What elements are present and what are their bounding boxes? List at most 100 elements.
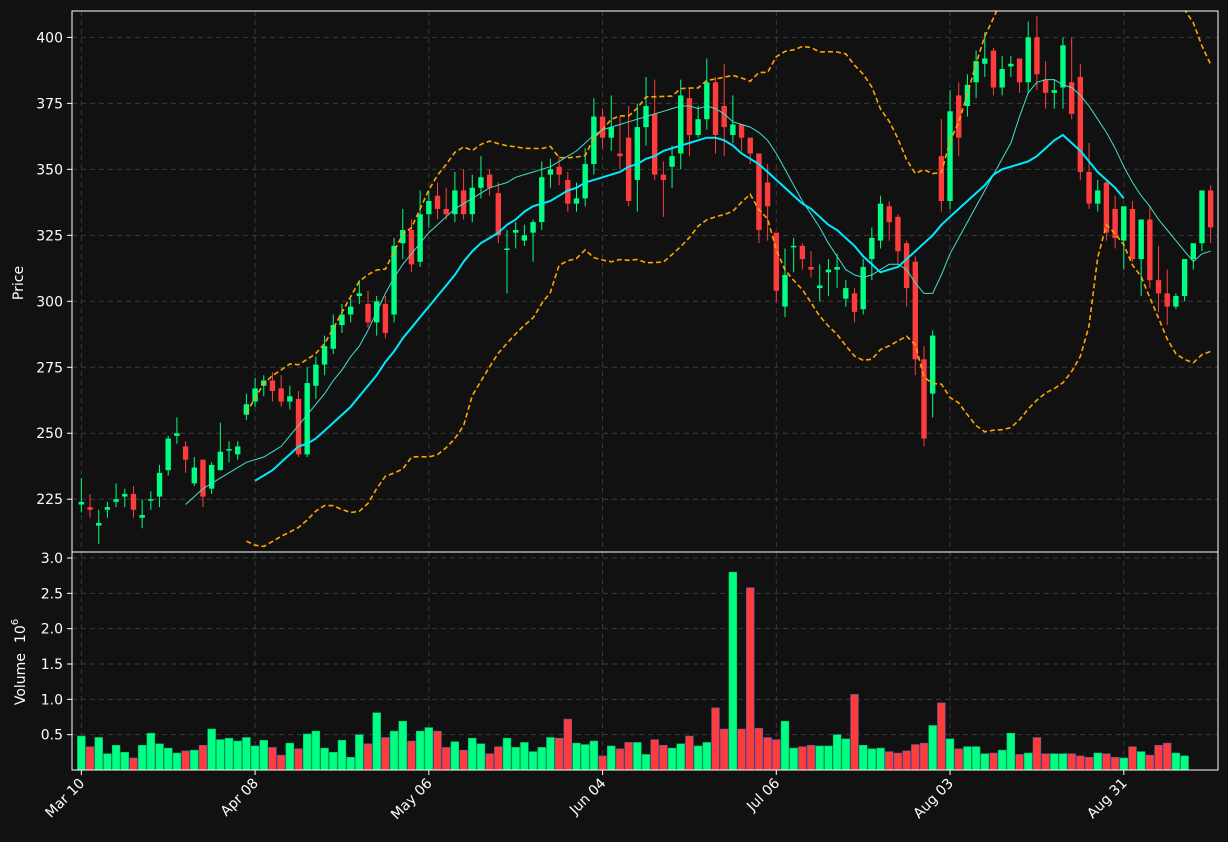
candle-body (130, 493, 137, 510)
candle-body (165, 438, 171, 471)
candle-body (1068, 82, 1075, 114)
candle-body (990, 50, 997, 88)
volume-tick-label: 1.5 (41, 657, 63, 673)
candle-body (547, 169, 554, 175)
volume-bar (111, 744, 121, 770)
candle-body (895, 216, 901, 252)
volume-bar (346, 756, 355, 770)
volume-bar (103, 753, 112, 770)
volume-bar (850, 694, 859, 770)
candle-body (834, 266, 840, 270)
candle-body (608, 127, 614, 138)
volume-bar (1058, 753, 1068, 770)
volume-bar (372, 712, 381, 770)
candle-body (686, 98, 693, 136)
candle-body (599, 116, 606, 138)
candle-body (87, 507, 93, 510)
volume-bar (1163, 742, 1172, 770)
volume-bar (589, 740, 599, 770)
volume-bar (276, 754, 286, 770)
candle-body (269, 380, 276, 392)
volume-bar (1050, 753, 1059, 770)
bollinger-lower-line (246, 193, 1211, 548)
candle-body (1103, 182, 1110, 233)
candle-body (1190, 243, 1196, 260)
candle-body (938, 156, 945, 202)
volume-bar (876, 747, 885, 770)
volume-bar (737, 728, 746, 770)
candle-body (1181, 259, 1188, 297)
candle-body (513, 230, 519, 233)
candle-body (1095, 190, 1101, 204)
candle-body (347, 306, 354, 315)
candle-body (182, 446, 189, 460)
volume-bar (398, 720, 407, 770)
candle-body (486, 174, 493, 188)
candle-body (382, 303, 389, 333)
candle-body (200, 459, 206, 497)
candle-body (78, 501, 85, 505)
candle-body (365, 303, 371, 323)
candle-body (1060, 45, 1066, 88)
candle-body (122, 493, 128, 497)
candle-body (1164, 293, 1170, 307)
volume-bar (207, 728, 216, 770)
volume-tick-label: 1.0 (41, 692, 63, 708)
price-panel: 225 250 275 300 325 350 375 400 (36, 10, 1219, 553)
candle-body (782, 274, 788, 307)
volume-bar (233, 740, 242, 770)
candle-body (651, 113, 658, 175)
candle-body (1129, 208, 1136, 260)
candle-body (208, 464, 215, 489)
volume-bar (511, 747, 520, 770)
volume-tick-label: 0.5 (41, 728, 63, 744)
candle-body (973, 61, 979, 83)
volume-bar (329, 752, 338, 770)
volume-bar (893, 752, 903, 770)
candle-body (886, 206, 892, 223)
candle-body (1173, 296, 1179, 307)
volume-bar (824, 745, 833, 770)
volume-bar (381, 737, 390, 770)
candle-body (426, 201, 432, 215)
candle-body (912, 261, 918, 360)
candle-body (452, 190, 458, 215)
candle-body (460, 190, 467, 215)
volume-bar (659, 744, 668, 770)
volume-bar (1015, 754, 1024, 770)
volume-bar (798, 746, 807, 770)
candle-body (521, 235, 528, 241)
volume-bar (450, 741, 460, 770)
candle-body (148, 499, 154, 501)
candle-body (174, 433, 180, 436)
volume-bar (937, 702, 946, 770)
candle-body (356, 293, 363, 297)
volume-bar (337, 740, 347, 770)
candle-body (843, 288, 849, 299)
candle-body (790, 245, 797, 248)
volume-bar (198, 744, 208, 770)
candle-body (391, 245, 397, 315)
volume-bar (137, 744, 147, 770)
volume-axis-unit: 10 (13, 625, 29, 643)
candle-body (730, 124, 736, 136)
candle-body (443, 208, 449, 215)
volume-axis-label: Volume (13, 653, 29, 705)
price-tick-label: 375 (36, 96, 63, 112)
volume-bar (1154, 744, 1163, 770)
volume-bar (1006, 732, 1016, 770)
volume-bar (789, 747, 798, 770)
volume-bar (476, 743, 486, 770)
volume-bar (546, 737, 555, 770)
volume-bar (268, 747, 277, 770)
volume-tick-label: 2.5 (41, 586, 63, 602)
candle-body (573, 198, 580, 204)
volume-bar (702, 742, 712, 770)
candle-body (139, 515, 145, 518)
volume-bar (1067, 753, 1076, 770)
candle-body (982, 58, 988, 64)
candle-body (1112, 208, 1118, 238)
volume-bar (572, 742, 581, 770)
candle-body (1121, 206, 1127, 241)
